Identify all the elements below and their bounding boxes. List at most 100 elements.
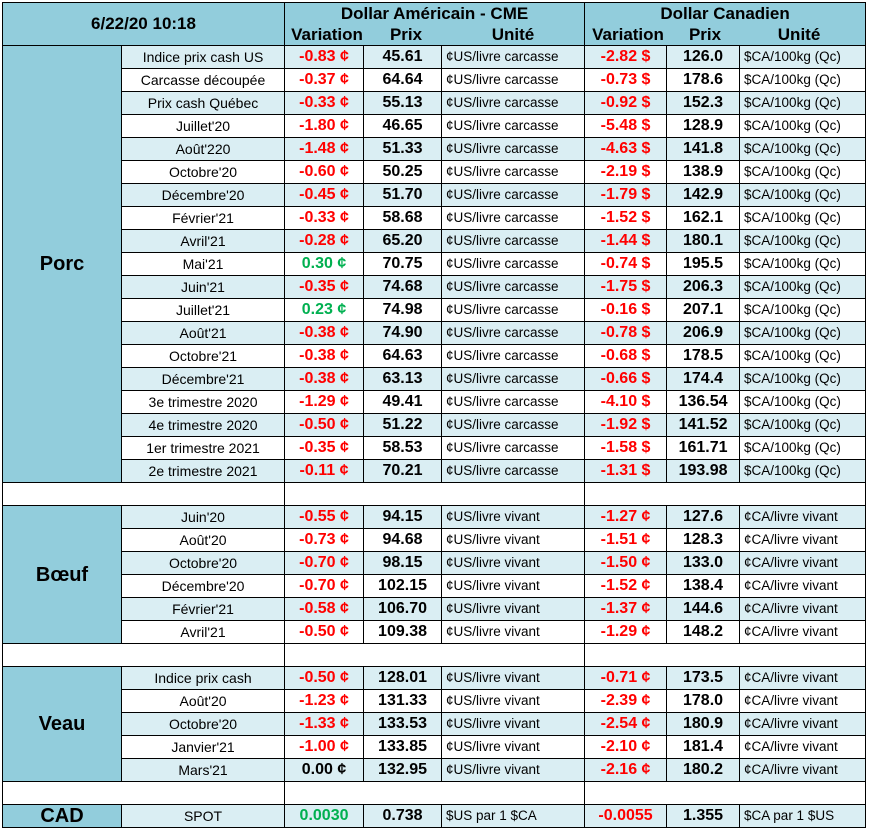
spacer-cell [284,482,586,506]
cad-variation: -0.66 $ [584,367,668,391]
row-label: Août'21 [120,321,286,345]
cad-price: 162.1 [666,206,741,230]
cad-variation: -0.68 $ [584,344,668,368]
cad-price: 141.8 [666,137,741,161]
cad-variation: -2.82 $ [584,45,668,69]
usd-variation: -0.50 ¢ [284,620,365,644]
usd-price: 58.53 [363,436,443,460]
cad-unit: ¢CA/livre vivant [739,666,867,690]
spacer-cell [584,643,867,667]
spacer-cell [1,781,286,805]
usd-unit: ¢US/livre carcasse [441,91,586,115]
cad-unit: $CA/100kg (Qc) [739,413,867,437]
usd-variation: -0.35 ¢ [284,275,365,299]
table-row: 2e trimestre 2021 -0.11 ¢ 70.21 ¢US/livre c… [3,459,867,483]
cad-unit: $CA/100kg (Qc) [739,68,867,92]
usd-price: 64.63 [363,344,443,368]
table-row: Janvier'21 -1.00 ¢ 133.85 ¢US/livre vivant -… [3,735,867,759]
row-label: 3e trimestre 2020 [120,390,286,414]
usd-variation: -0.33 ¢ [284,206,365,230]
cad-price: 181.4 [666,735,741,759]
cad-price: 174.4 [666,367,741,391]
usd-price: 98.15 [363,551,443,575]
cad-unit: $CA/100kg (Qc) [739,45,867,69]
cad-unit: ¢CA/livre vivant [739,758,867,782]
cad-price: 142.9 [666,183,741,207]
row-label: 2e trimestre 2021 [120,459,286,483]
table-row: Août'20 -0.73 ¢ 94.68 ¢US/livre vivant -1.51… [3,528,867,552]
usd-unit: ¢US/livre vivant [441,712,586,736]
table-row: Février'21 -0.33 ¢ 58.68 ¢US/livre carcasse… [3,206,867,230]
usd-unit: ¢US/livre carcasse [441,252,586,276]
cad-price: 178.6 [666,68,741,92]
spacer-cell [284,781,586,805]
cad-variation: -1.52 ¢ [584,574,668,598]
table-row: Veau Indice prix cash -0.50 ¢ 128.01 ¢US/liv… [2,666,867,782]
usd-variation: -0.11 ¢ [284,459,365,483]
usd-price: 51.22 [363,413,443,437]
usd-variation: -1.80 ¢ [284,114,365,138]
spacer-row [1,781,867,805]
usd-price: 102.15 [363,574,443,598]
usd-price: 106.70 [363,597,443,621]
usd-price: 74.68 [363,275,443,299]
spacer-cell [284,643,586,667]
usd-variation: -1.33 ¢ [284,712,365,736]
cad-price: 152.3 [666,91,741,115]
usd-price: 94.15 [363,505,443,529]
usd-unit: ¢US/livre carcasse [441,459,586,483]
cad-category: CAD [2,804,122,828]
cad-price: 128.9 [666,114,741,138]
usd-variation: -0.55 ¢ [284,505,365,529]
cad-variation: -0.16 $ [584,298,668,322]
cad-unit: ¢CA/livre vivant [739,620,867,644]
usd-unit: ¢US/livre carcasse [441,206,586,230]
usd-unit: ¢US/livre carcasse [441,160,586,184]
usd-col-unite: Unité [491,24,535,44]
cad-section-title: Dollar Canadien [584,2,867,24]
cad-price: 207.1 [666,298,741,322]
cad-variation: -2.39 ¢ [584,689,668,713]
cad-variation: -4.63 $ [584,137,668,161]
usd-price: 51.70 [363,183,443,207]
usd-variation: -1.48 ¢ [284,137,365,161]
table-row: 3e trimestre 2020 -1.29 ¢ 49.41 ¢US/livre c… [3,390,867,414]
usd-variation: -1.23 ¢ [284,689,365,713]
cad-unit: $CA/100kg (Qc) [739,321,867,345]
cad-variation: -1.44 $ [584,229,668,253]
usd-unit: ¢US/livre carcasse [441,275,586,299]
usd-variation: -0.38 ¢ [284,321,365,345]
table-row: Décembre'20 -0.70 ¢ 102.15 ¢US/livre vivant… [3,574,867,598]
usd-unit: ¢US/livre vivant [441,689,586,713]
usd-unit: ¢US/livre carcasse [441,390,586,414]
usd-variation: -0.50 ¢ [284,413,365,437]
usd-price: 70.21 [363,459,443,483]
usd-price: 50.25 [363,160,443,184]
usd-price: 74.98 [363,298,443,322]
cad-unit: ¢CA/livre vivant [739,689,867,713]
usd-variation: 0.0030 [284,804,365,828]
row-label: Décembre'20 [120,183,286,207]
usd-price: 70.75 [363,252,443,276]
usd-unit: ¢US/livre carcasse [441,298,586,322]
row-label: Février'21 [120,206,286,230]
usd-unit: ¢US/livre vivant [441,574,586,598]
row-label: Octobre'21 [120,344,286,368]
cad-variation: -0.0055 [584,804,668,828]
row-label: Juillet'21 [120,298,286,322]
row-label: Juin'20 [120,505,286,529]
cad-price: 206.3 [666,275,741,299]
cad-variation: -1.51 ¢ [584,528,668,552]
usd-variation: -1.29 ¢ [284,390,365,414]
spacer-cell [1,643,286,667]
usd-unit: ¢US/livre carcasse [441,413,586,437]
cad-unit: $CA/100kg (Qc) [739,91,867,115]
usd-price: 46.65 [363,114,443,138]
usd-price: 132.95 [363,758,443,782]
usd-price: 58.68 [363,206,443,230]
row-label: 1er trimestre 2021 [120,436,286,460]
usd-variation: -0.70 ¢ [284,551,365,575]
cad-unit: $CA/100kg (Qc) [739,275,867,299]
veau-category: Veau [2,666,122,782]
report-datetime: 6/22/20 10:18 [1,2,286,46]
